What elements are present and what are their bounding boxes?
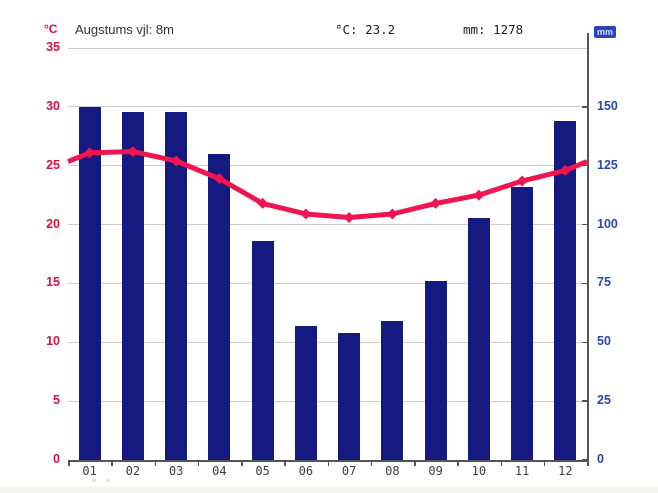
station-altitude-label: Augstums vjl: 8m (75, 22, 174, 37)
month-tick-12 (587, 461, 589, 466)
left-tick-25: 25 (46, 157, 60, 172)
right-tick-100: 100 (597, 216, 618, 231)
month-label-01: 01 (82, 464, 97, 478)
month-label-07: 07 (341, 464, 357, 478)
temperature-polyline (67, 149, 588, 220)
temperature-marker-09 (430, 197, 442, 209)
mm-tick-100 (582, 223, 587, 226)
mm-tick-50 (582, 341, 587, 344)
left-tick-10: 10 (46, 334, 60, 349)
month-tick-9 (457, 461, 459, 466)
precip-bar-02 (121, 111, 144, 460)
total-precipitation-label: mm: 1278 (463, 22, 524, 37)
gridline-5 (68, 400, 587, 402)
right-tick-125: 125 (597, 157, 618, 172)
precip-bar-03 (165, 111, 188, 460)
precip-bar-01 (78, 106, 101, 460)
temperature-marker-08 (386, 208, 398, 220)
left-tick-0: 0 (53, 452, 60, 466)
precip-bar-07 (338, 332, 361, 460)
month-tick-1 (111, 461, 113, 466)
gridline-25 (68, 165, 587, 167)
mm-tick-25 (582, 400, 587, 402)
month-tick-7 (370, 461, 373, 466)
month-label-02: 02 (125, 464, 141, 478)
temperature-marker-02 (127, 146, 139, 158)
month-tick-6 (327, 461, 329, 466)
right-tick-75: 75 (597, 275, 611, 290)
month-tick-10 (500, 461, 502, 466)
temperature-marker-11 (516, 175, 528, 187)
month-tick-11 (543, 461, 546, 466)
right-tick-0: 0 (597, 452, 604, 466)
precip-bar-10 (467, 217, 490, 460)
precip-bar-04 (208, 153, 231, 460)
temperature-marker-12 (559, 164, 571, 176)
left-axis-unit-label: °C (44, 22, 58, 36)
right-tick-50: 50 (597, 334, 611, 349)
precip-bar-09 (424, 281, 447, 460)
month-label-09: 09 (428, 464, 443, 478)
right-tick-150: 150 (597, 98, 618, 113)
mean-temperature-label: °C: 23.2 (335, 22, 396, 37)
watermark-remnant (92, 479, 96, 482)
mm-tick-0 (582, 459, 587, 461)
precip-bar-12 (554, 120, 577, 460)
gridline-10 (68, 341, 587, 343)
precip-bar-05 (251, 241, 274, 460)
month-label-08: 08 (385, 464, 400, 478)
temperature-marker-03 (170, 155, 182, 167)
left-tick-5: 5 (53, 393, 60, 408)
month-tick-4 (241, 461, 243, 466)
month-label-06: 06 (298, 464, 314, 478)
month-label-10: 10 (471, 464, 487, 478)
left-tick-20: 20 (46, 216, 60, 231)
left-tick-35: 35 (46, 40, 60, 54)
right-axis-spine (587, 33, 589, 462)
month-tick-8 (414, 461, 416, 466)
gridline-20 (68, 224, 587, 226)
month-tick-5 (284, 461, 286, 466)
gridline-35 (68, 47, 587, 49)
right-tick-25: 25 (597, 393, 611, 408)
month-tick-0 (68, 461, 70, 466)
right-axis-unit-label: mm (594, 26, 617, 38)
bottom-axis-spine (68, 460, 589, 462)
temperature-marker-06 (300, 208, 312, 220)
mm-tick-75 (582, 282, 587, 285)
month-tick-2 (154, 461, 156, 466)
precip-bar-06 (294, 325, 317, 460)
month-tick-3 (197, 461, 200, 466)
gridline-30 (68, 106, 587, 108)
month-label-03: 03 (168, 464, 184, 478)
temperature-marker-05 (257, 197, 269, 209)
month-label-04: 04 (212, 464, 227, 478)
footer-strip (0, 486, 658, 493)
temperature-marker-04 (213, 173, 225, 185)
left-tick-15: 15 (46, 275, 60, 290)
mm-tick-125 (582, 164, 587, 167)
temperature-marker-10 (473, 189, 485, 201)
left-tick-30: 30 (46, 98, 60, 113)
mm-tick-150 (582, 106, 587, 108)
temperature-marker-01 (84, 147, 96, 159)
month-label-11: 11 (514, 464, 530, 478)
precip-bar-11 (511, 186, 534, 460)
temperature-marker-07 (343, 212, 355, 224)
month-label-12: 12 (558, 464, 573, 478)
month-label-05: 05 (255, 464, 270, 478)
gridline-15 (68, 282, 587, 284)
precip-bar-08 (381, 321, 404, 460)
